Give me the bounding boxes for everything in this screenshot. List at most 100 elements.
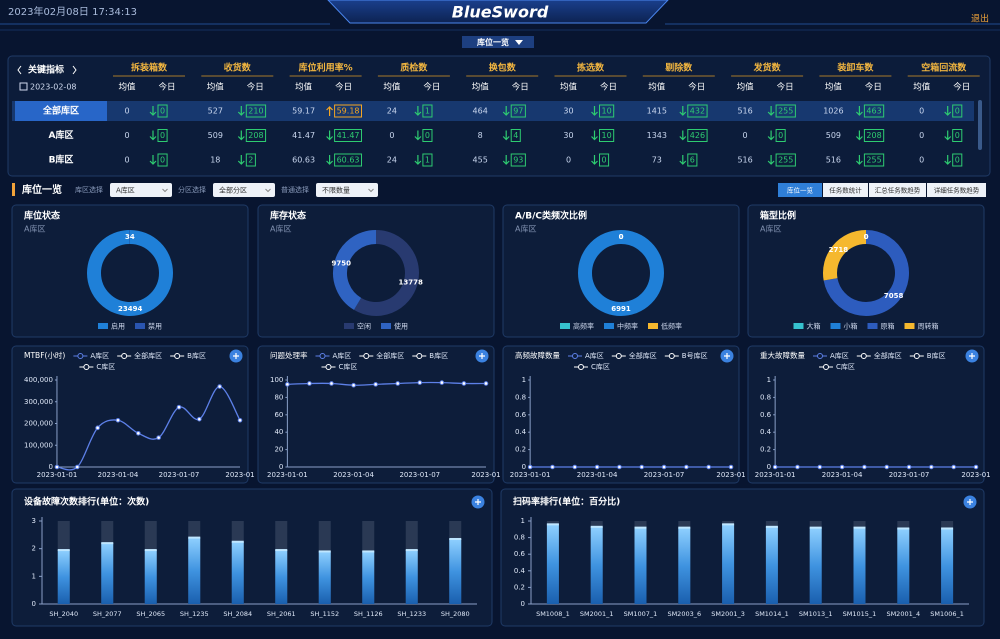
row-highlight (12, 101, 974, 121)
tab-button-label[interactable]: 汇总任务数趋势 (875, 186, 921, 195)
tab-label[interactable]: 库位一览 (477, 37, 509, 47)
today-box (599, 104, 615, 118)
today-box (775, 129, 786, 142)
logo: BlueSword (452, 3, 549, 22)
donut-slice (823, 230, 867, 281)
x-tick-label: SM1008_1 (536, 610, 570, 618)
x-tick-label: 2023-01-04 (98, 471, 139, 479)
y-tick-label: 0 (48, 463, 52, 471)
legend-label: 全部库区 (874, 351, 902, 360)
filter-select[interactable] (213, 183, 275, 197)
trend-arrow (326, 155, 334, 165)
trend-arrow (326, 106, 334, 116)
y-tick-label: 20 (274, 446, 283, 454)
trend-arrow (855, 106, 863, 116)
next-arrow[interactable] (72, 65, 77, 75)
today-box (952, 129, 963, 142)
data-point (728, 464, 734, 470)
panel-bg (257, 345, 495, 484)
tab-bg[interactable] (462, 36, 534, 48)
bar (897, 528, 910, 604)
chart-title: 箱型比例 (760, 210, 796, 222)
avg-value: 1026 (823, 107, 843, 116)
y-tick-label: 300,000 (24, 398, 53, 406)
sub-header: 均值 (118, 82, 136, 93)
legend-swatch (648, 323, 658, 329)
legend-label: 高频率 (573, 322, 594, 331)
avg-value: 24 (387, 107, 397, 116)
legend-label: B库区 (187, 351, 206, 360)
bar-cap (634, 526, 647, 529)
chart-panel: 设备故障次数排行(单位：次数) 0 1 2 3 SH_2040 SH_2077 SH_2065… (11, 488, 493, 627)
bar (144, 550, 157, 604)
sub-header: 今日 (247, 82, 264, 93)
data-point (54, 464, 60, 470)
x-tick-label: 2023-01-01 (510, 471, 551, 479)
tab-button-label[interactable]: 库位一览 (787, 186, 814, 195)
today-value: 4 (513, 131, 518, 140)
tab-button[interactable] (869, 183, 926, 197)
filter-value[interactable]: 全部分区 (219, 186, 247, 195)
filter-select[interactable] (316, 183, 378, 197)
chart-title: 重大故障数量 (760, 350, 805, 360)
y-tick-label: 100,000 (24, 441, 53, 449)
trend-arrow (591, 106, 598, 116)
data-point (115, 417, 121, 423)
legend-swatch (604, 323, 614, 329)
filter-select[interactable] (110, 183, 172, 197)
x-tick-label: 2023-01-04 (333, 471, 374, 479)
bar (634, 527, 647, 604)
tab-button-label[interactable]: 任务数统计 (829, 186, 862, 195)
avg-value: 18 (210, 156, 220, 165)
scrollbar[interactable] (978, 100, 982, 150)
chart-title: 扫码率排行(单位：百分比) (513, 496, 620, 508)
legend-label: C库区 (591, 362, 610, 371)
tab-button[interactable] (823, 183, 868, 197)
trend-arrow (237, 155, 245, 165)
today-value: 93 (513, 156, 523, 165)
avg-value: 0 (124, 156, 129, 165)
donut-slice (86, 229, 174, 317)
today-value: 463 (866, 107, 881, 116)
sub-header: 今日 (423, 82, 440, 93)
legend-label: C库区 (96, 362, 115, 371)
slice-label: 34 (125, 233, 135, 241)
y-tick-label: 2 (32, 545, 36, 553)
avg-value: 0 (124, 131, 129, 140)
legend-label: A库区 (333, 351, 352, 360)
today-value: 0 (425, 131, 430, 140)
column-header: 拆装箱数 (131, 62, 168, 74)
data-point (839, 464, 845, 470)
legend-marker (823, 364, 829, 370)
tab-button[interactable] (927, 183, 986, 197)
legend-label: 全部库区 (134, 351, 162, 360)
legend: 高频率 中频率 低频率 (560, 322, 682, 331)
row-name[interactable]: B库区 (49, 154, 74, 166)
slice-label: 0 (619, 233, 624, 241)
sub-header: 均值 (825, 82, 843, 93)
row-name[interactable]: A库区 (49, 129, 74, 141)
sub-header: 均值 (648, 82, 666, 93)
expand-icon (479, 353, 485, 359)
x-tick-label: 2023-01 (716, 471, 745, 479)
trend-arrow (237, 130, 245, 141)
y-tick-label: 0 (521, 600, 525, 608)
filter-value[interactable]: 不限数量 (322, 186, 350, 195)
today-value: 0 (955, 107, 960, 116)
legend-marker (615, 353, 622, 359)
column-header: 发货数 (753, 62, 782, 74)
tab-button[interactable] (778, 183, 822, 197)
row-name[interactable]: 全部库区 (42, 105, 79, 117)
logout[interactable]: 退出 (971, 13, 989, 25)
prev-arrow[interactable] (17, 65, 22, 75)
series-line (56, 385, 241, 471)
x-tick-label: SM1014_1 (755, 610, 789, 618)
filter-value[interactable]: A库区 (116, 186, 135, 195)
today-value: 0 (778, 131, 783, 140)
column-header: 收货数 (224, 62, 252, 74)
legend-swatch (793, 323, 804, 329)
trend-arrow (679, 130, 687, 141)
y-tick-label: 0.8 (515, 393, 526, 401)
tab-button-label[interactable]: 详细任务数趋势 (934, 186, 980, 195)
